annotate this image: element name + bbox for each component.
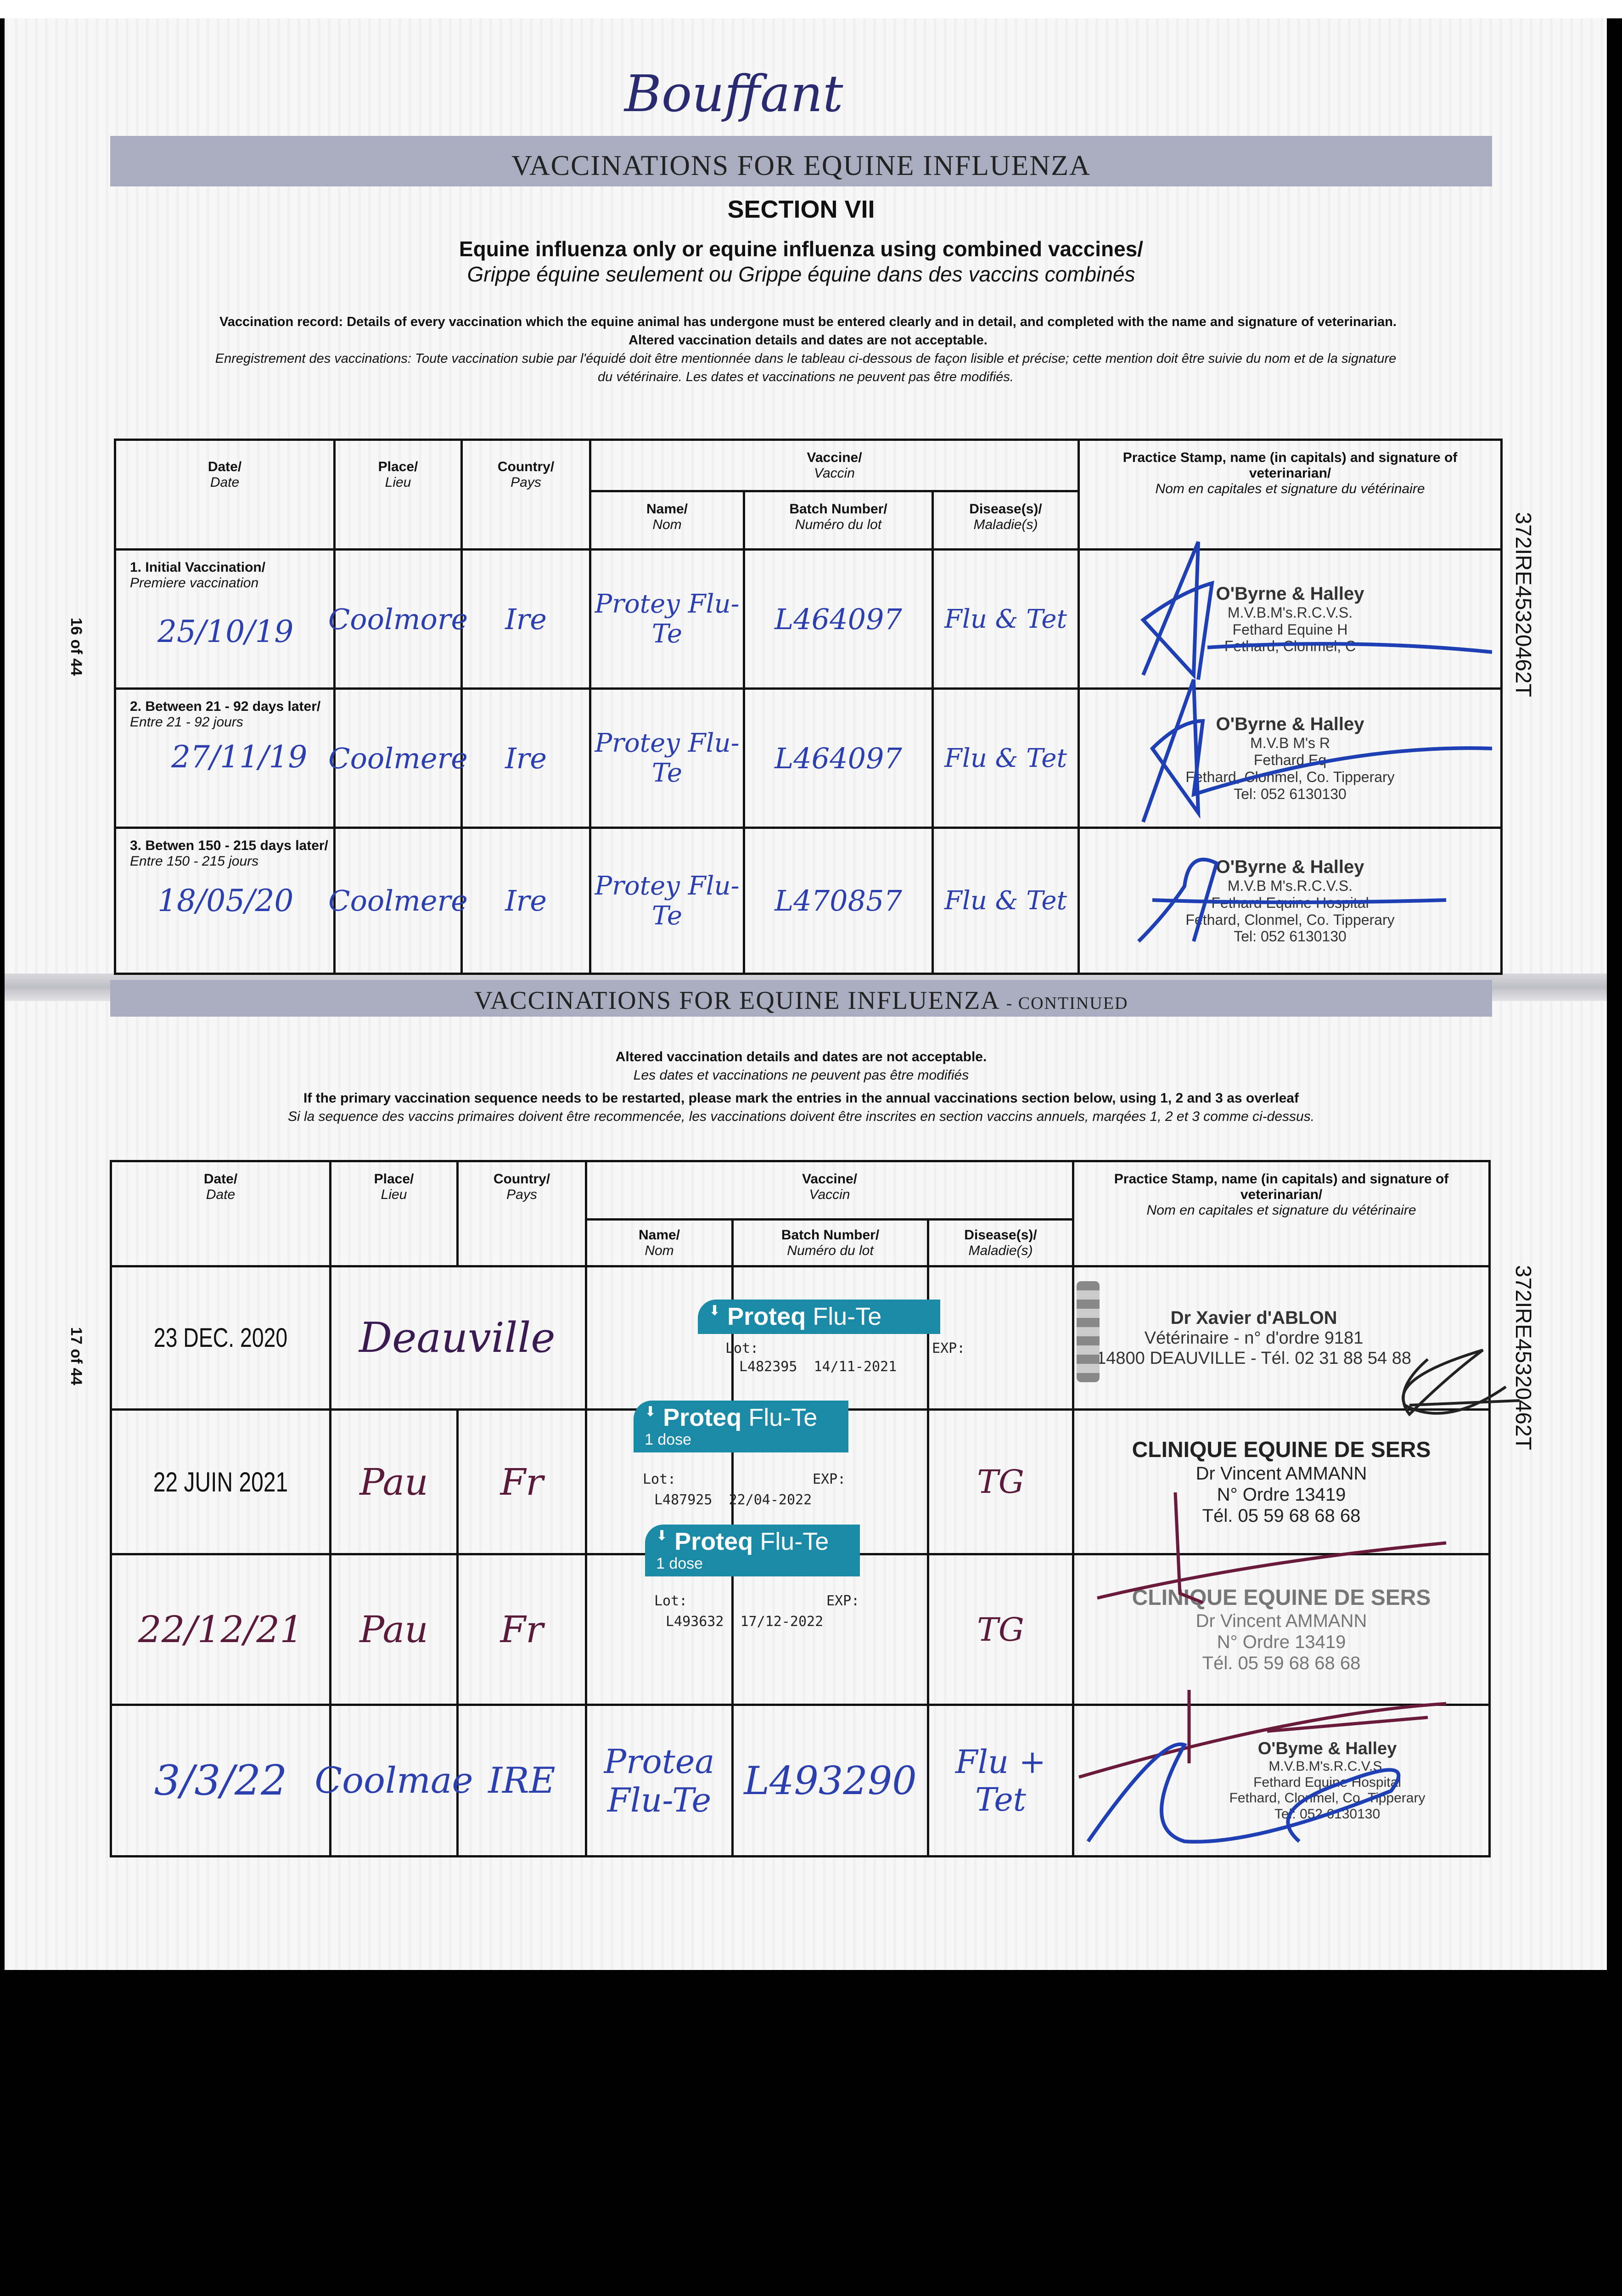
table-row: 23 DEC. 2020 Deauville Dr Xavier d'ABLON… xyxy=(110,1265,1491,1411)
col-place: Place/Lieu xyxy=(329,1160,459,1267)
col-disease: Disease(s)/Maladie(s) xyxy=(926,1218,1075,1267)
vet-stamp: O'Byrne & Halley M.V.B M's R Fethard Eq Fet… xyxy=(1185,714,1395,802)
col-disease: Disease(s)/Maladie(s) xyxy=(931,490,1080,551)
col-name: Name/Nom xyxy=(589,490,745,551)
note-altered: Altered vaccination details and dates ar… xyxy=(615,1049,987,1064)
arrow-down-icon: ⬇ xyxy=(645,1404,657,1419)
vaccine-sticker: ⬇ Proteq Flu-Te 1 dose xyxy=(634,1401,848,1452)
note-altered-fr: Les dates et vaccinations ne peuvent pas… xyxy=(633,1068,969,1083)
sticker-lot-label: Lot: xyxy=(725,1340,759,1356)
scan-border xyxy=(0,0,1622,18)
col-date: Date/Date xyxy=(110,1160,331,1267)
vet-stamp: CLINIQUE EQUINE DE SERS Dr Vincent AMMANN… xyxy=(1132,1438,1431,1526)
col-country: Country/Pays xyxy=(460,439,591,551)
sticker-lot: L487925 22/04-2022 xyxy=(654,1492,812,1508)
section-title: SECTION VII xyxy=(727,196,875,223)
vaccine-sticker: ⬇ Proteq Flu-Te xyxy=(698,1300,940,1334)
sticker-lot: L493632 17/12-2022 xyxy=(666,1614,824,1630)
table-row: 22/12/21 Pau Fr TG CLINIQUE EQUINE DE SE… xyxy=(110,1553,1491,1706)
sticker-exp-label: EXP: xyxy=(813,1471,846,1487)
col-date: Date/Date xyxy=(114,439,336,551)
signature-scribbles-annual xyxy=(1078,1349,1520,1844)
row-label: 2. Between 21 - 92 days later/Entre 21 -… xyxy=(114,687,336,829)
col-stamp: Practice Stamp, name (in capitals) and s… xyxy=(1078,439,1503,551)
vet-stamp: CLINIQUE EQUINE DE SERS Dr Vincent AMMANN… xyxy=(1132,1585,1431,1674)
row-label: 3. Betwen 150 - 215 days later/Entre 150… xyxy=(114,827,336,975)
record-fr-2: du vétérinaire. Les dates et vaccination… xyxy=(598,370,1014,384)
annual-vaccination-table: Date/Date Place/Lieu Country/Pays Vaccin… xyxy=(110,1160,1491,1857)
record-en-2: Altered vaccination details and dates ar… xyxy=(629,333,988,348)
sticker-lot-label: Lot: xyxy=(643,1471,676,1487)
record-en: Vaccination record: Details of every vac… xyxy=(219,315,1397,329)
col-vaccine: Vaccine/Vaccin xyxy=(584,1160,1075,1221)
table-row: 1. Initial Vaccination/Premiere vaccinat… xyxy=(114,548,1503,690)
subtitle-en: Equine influenza only or equine influenz… xyxy=(459,237,1144,261)
page-number-17: 17 of 44 xyxy=(67,1327,85,1385)
col-name: Name/Nom xyxy=(585,1218,734,1267)
row-label: 1. Initial Vaccination/Premiere vaccinat… xyxy=(114,548,336,690)
subtitle-fr: Grippe équine seulement ou Grippe équine… xyxy=(467,262,1135,286)
passport-id-top: 372IRE45320462T xyxy=(1511,512,1535,697)
sticker-lot-label: Lot: xyxy=(654,1593,688,1609)
vet-logo xyxy=(1077,1281,1100,1382)
table-row: 3/3/22 Coolmae IRE Protea Flu-Te L493290… xyxy=(110,1704,1491,1857)
page-number-16: 16 of 44 xyxy=(67,618,85,676)
continued-banner: VACCINATIONS FOR EQUINE INFLUENZA - CONT… xyxy=(110,980,1492,1017)
sticker-exp-label: EXP: xyxy=(932,1340,965,1356)
note-restart-fr: Si la sequence des vaccins primaires doi… xyxy=(287,1109,1315,1124)
arrow-down-icon: ⬇ xyxy=(709,1303,721,1318)
horse-name: Bouffant xyxy=(624,64,843,123)
col-batch: Batch Number/Numéro du lot xyxy=(731,1218,929,1267)
col-country: Country/Pays xyxy=(456,1160,587,1267)
arrow-down-icon: ⬇ xyxy=(656,1528,668,1543)
vaccine-sticker: ⬇ Proteq Flu-Te 1 dose xyxy=(645,1525,860,1576)
record-fr: Enregistrement des vaccinations: Toute v… xyxy=(215,351,1397,366)
table-row: 2. Between 21 - 92 days later/Entre 21 -… xyxy=(114,687,1503,829)
signature-scribbles-primary xyxy=(1137,541,1492,943)
col-batch: Batch Number/Numéro du lot xyxy=(743,490,934,551)
vet-stamp: O'Byrne & Halley M.V.B M's.R.C.V.S. Fethar… xyxy=(1185,856,1395,945)
col-vaccine: Vaccine/Vaccin xyxy=(589,439,1080,492)
sticker-exp-label: EXP: xyxy=(826,1593,860,1609)
col-stamp: Practice Stamp, name (in capitals) and s… xyxy=(1072,1160,1491,1267)
note-restart: If the primary vaccination sequence need… xyxy=(303,1091,1299,1106)
vet-stamp: Dr Xavier d'ABLON Vétérinaire - n° d'ordr… xyxy=(1096,1307,1411,1368)
sticker-lot: L482395 14/11-2021 xyxy=(739,1359,897,1375)
col-place: Place/Lieu xyxy=(333,439,463,551)
primary-vaccination-table: Date/Date Place/Lieu Country/Pays Vaccin… xyxy=(114,439,1503,975)
section-banner: VACCINATIONS FOR EQUINE INFLUENZA xyxy=(110,136,1492,186)
